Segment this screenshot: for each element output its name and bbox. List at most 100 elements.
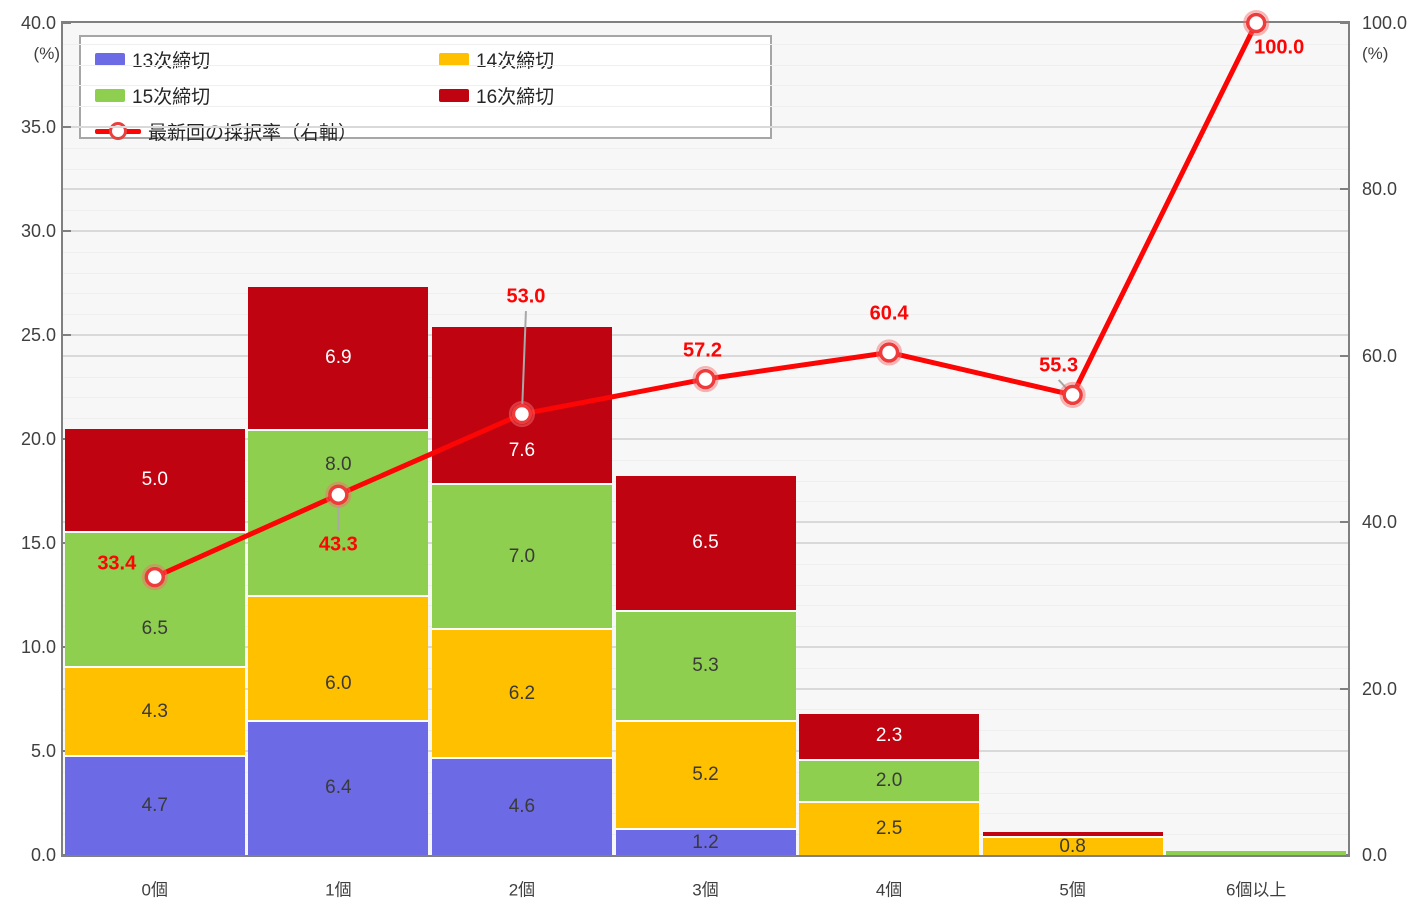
gridline-minor — [63, 251, 1348, 253]
left-axis-tick-label: 15.0 — [20, 533, 56, 553]
bar-value-label: 7.0 — [508, 545, 536, 567]
bar-segment-16次締切-0個: 5.0 — [64, 428, 245, 533]
bar-segment-14次締切-3個: 5.2 — [615, 721, 796, 831]
line-value-label: 60.4 — [869, 302, 909, 325]
bar-value-label: 4.3 — [141, 700, 168, 722]
gridline-minor — [63, 64, 1348, 66]
bar-segment-15次締切-6個以上 — [1166, 850, 1347, 855]
line-value-label: 33.4 — [97, 552, 137, 575]
left-axis-unit-label: (%) — [33, 44, 60, 63]
gridline-minor — [63, 147, 1348, 149]
legend-item-13次締切: 13次締切 — [95, 47, 211, 72]
bar-value-label: 6.5 — [692, 532, 719, 554]
bar-segment-14次締切-0個: 4.3 — [64, 667, 245, 758]
x-axis-category-label: 2個 — [508, 880, 536, 900]
left-axis-tick-label: 0.0 — [30, 845, 56, 865]
left-axis-tick-label: 25.0 — [20, 325, 56, 345]
bar-value-label: 6.2 — [508, 682, 536, 704]
legend: 13次締切 14次締切 15次締切 16次締切最新回の採択率（右軸） — [79, 35, 772, 144]
legend-swatch — [95, 52, 125, 66]
legend-marker-glyph — [109, 122, 127, 140]
bar-value-label: 2.5 — [875, 818, 903, 839]
bar-segment-14次締切-5個: 0.8 — [982, 835, 1163, 857]
bar-value-label: 5.0 — [141, 468, 168, 490]
bar-value-label: 4.6 — [508, 796, 536, 818]
line-value-label: 57.2 — [683, 339, 722, 362]
bar-value-label: 6.4 — [325, 777, 352, 799]
left-axis-tick-label: 35.0 — [20, 117, 56, 137]
right-axis-tick — [1340, 521, 1348, 524]
bar-segment-16次締切-4個: 2.3 — [799, 713, 980, 762]
legend-item-最新回の採択率（右軸）: 最新回の採択率（右軸） — [95, 119, 358, 144]
right-axis-tick-label: 80.0 — [1362, 179, 1398, 200]
bar-segment-16次締切-5個 — [982, 832, 1163, 839]
x-axis-category-label: 3個 — [692, 880, 719, 900]
left-axis-tick — [63, 126, 71, 128]
left-axis-tick-label: 30.0 — [20, 221, 56, 241]
right-axis-tick — [1340, 188, 1348, 191]
bar-segment-13次締切-3個: 1.2 — [615, 830, 796, 855]
bar-segment-13次締切-1個: 6.4 — [248, 721, 429, 855]
left-axis-tick — [63, 854, 71, 856]
right-axis-tick — [1340, 354, 1348, 357]
gridline-minor — [63, 210, 1348, 212]
right-axis-tick — [1340, 687, 1348, 690]
legend-label: 13次締切 — [132, 50, 211, 72]
left-axis-tick-label: 10.0 — [20, 637, 56, 657]
right-axis-unit-label: (%) — [1362, 44, 1389, 63]
bar-value-label: 5.2 — [692, 763, 719, 785]
bar-segment-15次締切-2個: 7.0 — [431, 484, 612, 631]
bar-segment-16次締切-3個: 6.5 — [615, 476, 796, 612]
legend-swatch — [95, 88, 125, 102]
bar-segment-14次締切-2個: 6.2 — [431, 630, 612, 760]
bar-value-label: 0.8 — [1059, 835, 1086, 857]
legend-line-marker-icon — [95, 122, 141, 140]
bar-value-label: 4.7 — [141, 795, 168, 817]
bar-value-label: 2.0 — [875, 770, 903, 792]
left-axis-tick — [63, 334, 71, 336]
right-axis-tick-label: 100.0 — [1362, 13, 1408, 33]
x-axis-category-label: 0個 — [141, 880, 169, 900]
bar-segment-16次締切-2個: 7.6 — [431, 326, 612, 485]
gridline-minor — [63, 272, 1348, 274]
legend-item-14次締切: 14次締切 — [439, 47, 555, 72]
right-axis-tick-label: 20.0 — [1362, 678, 1398, 699]
bar-value-label: 6.9 — [325, 346, 352, 368]
right-axis-tick-label: 60.0 — [1362, 345, 1398, 366]
x-axis-category-label: 6個以上 — [1225, 880, 1287, 900]
right-axis-tick — [1340, 854, 1348, 856]
legend-item-16次締切: 16次締切 — [439, 83, 554, 108]
legend-label: 14次締切 — [476, 50, 555, 72]
legend-swatch — [439, 52, 469, 66]
bar-segment-14次締切-4個: 2.5 — [799, 803, 980, 855]
legend-label: 最新回の採択率（右軸） — [148, 122, 358, 144]
bar-segment-15次締切-1個: 8.0 — [248, 430, 429, 598]
bar-segment-13次締切-0個: 4.7 — [64, 757, 245, 855]
left-axis-tick-label: 20.0 — [20, 429, 56, 449]
left-axis-tick-label: 40.0 — [20, 13, 56, 33]
gridline-minor — [63, 168, 1348, 170]
right-axis-tick-label: 0.0 — [1362, 845, 1388, 865]
bar-value-label: 1.2 — [692, 831, 719, 853]
right-axis-tick-label: 40.0 — [1362, 512, 1398, 533]
left-axis-tick — [63, 22, 71, 24]
bar-segment-13次締切-2個: 4.6 — [431, 759, 612, 855]
x-axis-category-label: 1個 — [325, 880, 352, 900]
right-axis-tick — [1340, 22, 1348, 24]
x-axis-category-label: 4個 — [875, 880, 903, 900]
line-value-label: 43.3 — [318, 533, 358, 556]
bar-value-label: 7.6 — [508, 439, 536, 461]
line-value-label: 100.0 — [1254, 36, 1305, 59]
legend-swatch — [439, 88, 469, 102]
left-axis-tick-label: 5.0 — [30, 741, 56, 761]
gridline-minor — [63, 85, 1348, 87]
legend-item-15次締切: 15次締切 — [95, 83, 210, 108]
bar-value-label: 8.0 — [325, 453, 352, 475]
line-value-label: 53.0 — [506, 285, 546, 308]
bar-value-label: 2.3 — [875, 725, 903, 747]
bar-value-label: 6.0 — [325, 673, 352, 695]
bar-segment-14次締切-1個: 6.0 — [248, 597, 429, 722]
bar-segment-15次締切-3個: 5.3 — [615, 611, 796, 722]
gridline-major-left — [63, 230, 1348, 232]
